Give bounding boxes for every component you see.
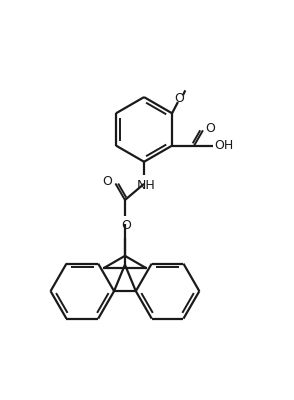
- Text: O: O: [102, 176, 112, 188]
- Text: O: O: [174, 92, 184, 105]
- Text: NH: NH: [137, 178, 156, 192]
- Text: O: O: [205, 122, 215, 135]
- Text: O: O: [121, 219, 131, 232]
- Text: OH: OH: [214, 139, 234, 152]
